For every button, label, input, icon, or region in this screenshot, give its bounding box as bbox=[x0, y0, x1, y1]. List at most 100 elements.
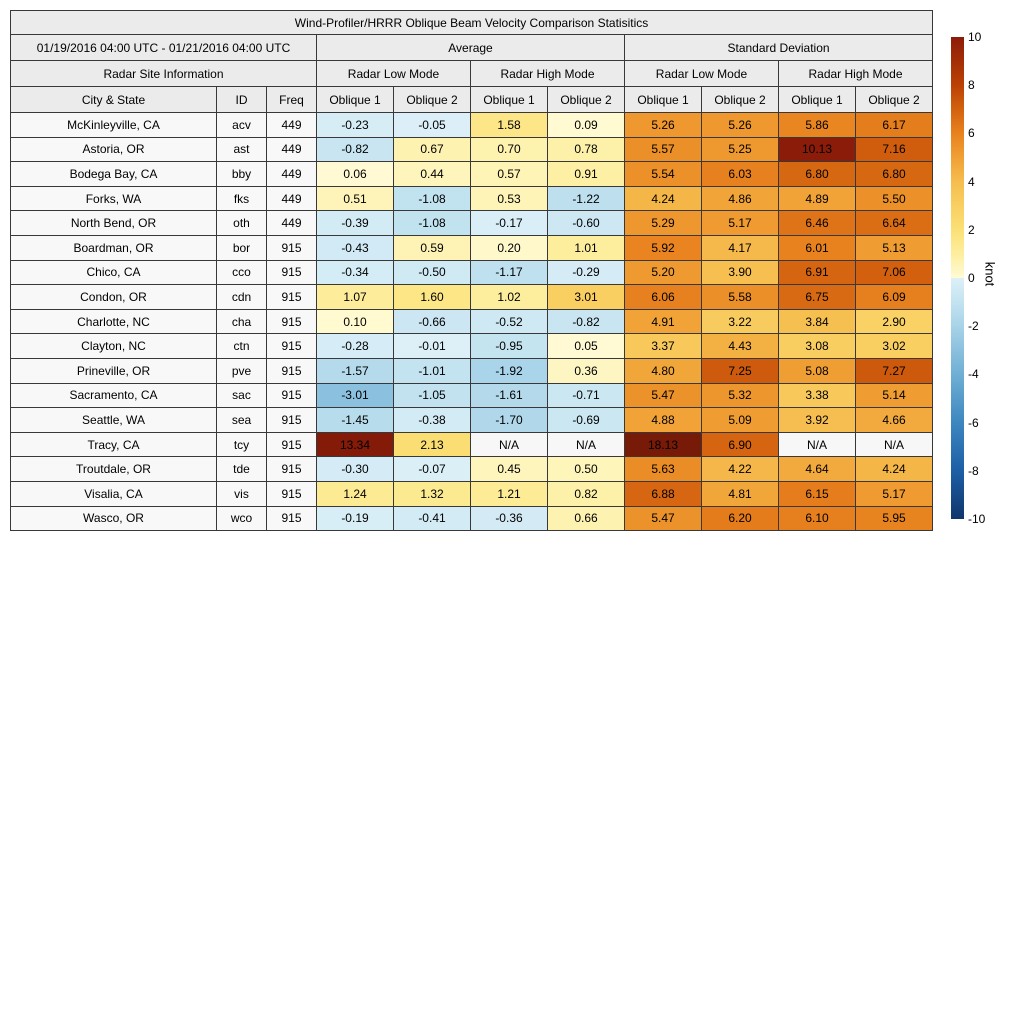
value-cell: 6.64 bbox=[854, 210, 934, 236]
table-row: Condon, OR cdn 915 1.07 1.60 1.02 3.01 6.06 5.58… bbox=[10, 284, 934, 310]
date-range: 01/19/2016 04:00 UTC - 01/21/2016 04:00 … bbox=[10, 34, 317, 61]
table-row: North Bend, OR oth 449 -0.39 -1.08 -0.17 -0.60… bbox=[10, 210, 934, 236]
value-cell: 3.37 bbox=[624, 333, 702, 359]
group-header-std: Standard Deviation bbox=[623, 34, 934, 61]
value-cell: -1.70 bbox=[470, 407, 548, 433]
value-cell: -0.38 bbox=[393, 407, 471, 433]
city-state-cell: Troutdale, OR bbox=[10, 456, 217, 482]
value-cell: 0.20 bbox=[470, 234, 548, 261]
city-state-cell: Prineville, OR bbox=[10, 357, 217, 384]
site-id-cell: acv bbox=[216, 112, 267, 138]
site-id-cell: tde bbox=[216, 456, 267, 482]
freq-cell: 915 bbox=[266, 234, 317, 261]
value-cell: 5.47 bbox=[624, 505, 702, 532]
value-cell: -1.45 bbox=[316, 407, 394, 433]
table-row: Charlotte, NC cha 915 0.10 -0.66 -0.52 -0.82 4.… bbox=[10, 308, 934, 335]
value-cell: -1.61 bbox=[470, 382, 548, 409]
col-header-oblique2: Oblique 2 bbox=[854, 86, 934, 113]
value-cell: 0.51 bbox=[316, 185, 394, 212]
city-state-cell: Bodega Bay, CA bbox=[10, 161, 217, 187]
value-cell: 4.22 bbox=[701, 456, 779, 482]
col-header-oblique1: Oblique 1 bbox=[624, 86, 702, 113]
value-cell: 7.06 bbox=[854, 259, 934, 286]
value-cell: -0.60 bbox=[547, 210, 625, 236]
city-state-cell: Visalia, CA bbox=[10, 480, 217, 507]
value-cell: 0.05 bbox=[547, 333, 625, 359]
city-state-cell: Astoria, OR bbox=[10, 136, 217, 163]
std-high-mode-header: Radar High Mode bbox=[777, 60, 934, 87]
colorbar-gradient bbox=[951, 37, 964, 519]
table-title: Wind-Profiler/HRRR Oblique Beam Velocity… bbox=[9, 10, 934, 35]
table-row: Sacramento, CA sac 915 -3.01 -1.05 -1.61 -0.71… bbox=[10, 382, 934, 409]
col-header-freq: Freq bbox=[266, 86, 317, 113]
value-cell: 4.24 bbox=[624, 185, 702, 212]
value-cell: 6.75 bbox=[778, 284, 856, 310]
value-cell: -1.08 bbox=[393, 210, 471, 236]
value-cell: -3.01 bbox=[316, 382, 394, 409]
value-cell: -0.23 bbox=[316, 112, 394, 138]
value-cell: 6.01 bbox=[778, 234, 856, 261]
colorbar-tick-label: -4 bbox=[968, 367, 979, 382]
value-cell: -0.01 bbox=[393, 333, 471, 359]
value-cell: 0.59 bbox=[393, 234, 471, 261]
value-cell: 4.24 bbox=[854, 456, 934, 482]
value-cell: 5.26 bbox=[701, 112, 779, 138]
col-header-oblique2: Oblique 2 bbox=[393, 86, 471, 113]
city-state-cell: North Bend, OR bbox=[10, 210, 217, 236]
value-cell: 5.57 bbox=[624, 136, 702, 163]
value-cell: -0.82 bbox=[547, 308, 625, 335]
value-cell: 3.02 bbox=[854, 333, 934, 359]
freq-cell: 915 bbox=[266, 357, 317, 384]
value-cell: -0.36 bbox=[470, 505, 548, 532]
value-cell: -0.66 bbox=[393, 308, 471, 335]
city-state-cell: McKinleyville, CA bbox=[10, 112, 217, 138]
site-id-cell: vis bbox=[216, 480, 267, 507]
value-cell: 3.92 bbox=[778, 407, 856, 433]
value-cell: -0.69 bbox=[547, 407, 625, 433]
freq-cell: 915 bbox=[266, 431, 317, 458]
value-cell: -0.29 bbox=[547, 259, 625, 286]
freq-cell: 915 bbox=[266, 308, 317, 335]
value-cell: 5.17 bbox=[854, 480, 934, 507]
value-cell: -1.08 bbox=[393, 185, 471, 212]
freq-cell: 915 bbox=[266, 284, 317, 310]
col-header-oblique1: Oblique 1 bbox=[470, 86, 548, 113]
freq-cell: 915 bbox=[266, 480, 317, 507]
value-cell: 6.17 bbox=[854, 112, 934, 138]
value-cell: 5.20 bbox=[624, 259, 702, 286]
colorbar-tick-label: 6 bbox=[968, 126, 975, 141]
table-row: Visalia, CA vis 915 1.24 1.32 1.21 0.82 6.88 4.8… bbox=[10, 480, 934, 507]
value-cell: 6.46 bbox=[778, 210, 856, 236]
value-cell: 1.60 bbox=[393, 284, 471, 310]
freq-cell: 449 bbox=[266, 210, 317, 236]
value-cell: 2.13 bbox=[393, 431, 471, 458]
freq-cell: 449 bbox=[266, 185, 317, 212]
table-row: Astoria, OR ast 449 -0.82 0.67 0.70 0.78 5.57 5.… bbox=[10, 136, 934, 163]
value-cell: 0.91 bbox=[547, 161, 625, 187]
value-cell: 6.10 bbox=[778, 505, 856, 532]
value-cell: 3.01 bbox=[547, 284, 625, 310]
table-row: Clayton, NC ctn 915 -0.28 -0.01 -0.95 0.05 3.37… bbox=[10, 333, 934, 359]
value-cell: 5.86 bbox=[778, 112, 856, 138]
std-low-mode-header: Radar Low Mode bbox=[624, 60, 779, 87]
site-id-cell: pve bbox=[216, 357, 267, 384]
value-cell: 6.91 bbox=[778, 259, 856, 286]
value-cell: -0.05 bbox=[393, 112, 471, 138]
value-cell: 4.66 bbox=[854, 407, 934, 433]
city-state-cell: Tracy, CA bbox=[10, 431, 217, 458]
value-cell: 2.90 bbox=[854, 308, 934, 335]
value-cell: 0.36 bbox=[547, 357, 625, 384]
value-cell: 0.67 bbox=[393, 136, 471, 163]
value-cell: 3.84 bbox=[778, 308, 856, 335]
value-cell: 6.15 bbox=[778, 480, 856, 507]
value-cell: N/A bbox=[547, 431, 625, 458]
value-cell: 7.25 bbox=[701, 357, 779, 384]
col-header-oblique2: Oblique 2 bbox=[701, 86, 779, 113]
colorbar-tick-label: -6 bbox=[968, 415, 979, 430]
value-cell: 0.78 bbox=[547, 136, 625, 163]
value-cell: -0.82 bbox=[316, 136, 394, 163]
value-cell: 5.32 bbox=[701, 382, 779, 409]
value-cell: 5.26 bbox=[624, 112, 702, 138]
value-cell: 4.17 bbox=[701, 234, 779, 261]
value-cell: 5.63 bbox=[624, 456, 702, 482]
